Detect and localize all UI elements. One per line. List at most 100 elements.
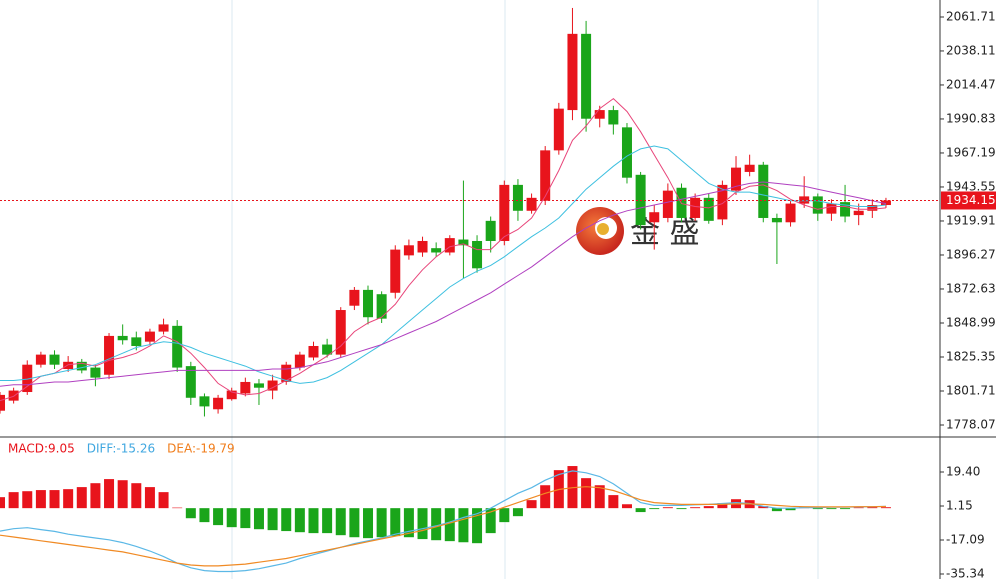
macd-bar xyxy=(649,508,660,510)
macd-bar xyxy=(22,491,33,509)
macd-bar xyxy=(717,503,728,509)
macd-bar xyxy=(826,508,837,510)
candle-body xyxy=(35,354,46,365)
macd-bar xyxy=(281,508,292,532)
candle-body xyxy=(867,205,878,211)
candle-body xyxy=(567,33,578,111)
candle-body xyxy=(376,294,387,319)
macd-readout: MACD:9.05 xyxy=(8,442,75,456)
candle-body xyxy=(771,217,782,223)
macd-bar xyxy=(594,485,605,509)
candle-body xyxy=(117,335,128,341)
macd-bar xyxy=(635,508,646,513)
candle-body xyxy=(444,238,455,253)
macd-bar xyxy=(390,508,401,537)
macd-bar xyxy=(458,508,469,543)
candle-body xyxy=(144,331,155,342)
macd-bar xyxy=(104,479,115,509)
candle-body xyxy=(853,210,864,216)
candle-body xyxy=(581,33,592,119)
candle-body xyxy=(22,364,33,393)
macd-bar xyxy=(376,508,387,538)
candle-body xyxy=(880,200,891,206)
candle-body xyxy=(799,196,810,204)
macd-bar xyxy=(526,500,537,509)
macd-bar xyxy=(144,487,155,509)
y-tick-label: 19.40 xyxy=(946,465,980,479)
y-tick-label: -35.34 xyxy=(946,567,985,579)
candle-body xyxy=(90,367,101,378)
macd-bar xyxy=(485,508,496,534)
candle-body xyxy=(349,289,360,306)
y-tick-label: 2061.71 xyxy=(946,10,996,24)
y-tick-label: 1943.55 xyxy=(946,179,996,193)
macd-bar xyxy=(253,508,264,530)
macd-bar xyxy=(322,508,333,534)
macd-bar xyxy=(608,495,619,509)
y-tick-label: 1990.83 xyxy=(946,111,996,125)
macd-bar xyxy=(185,508,196,519)
line xyxy=(0,486,887,567)
candle-body xyxy=(267,380,278,391)
candle-body xyxy=(717,184,728,220)
macd-bar xyxy=(853,507,864,509)
candle-body xyxy=(63,361,74,370)
candle-body xyxy=(499,184,510,241)
candle-body xyxy=(49,354,60,365)
y-tick-label: 1848.99 xyxy=(946,315,996,329)
macd-bar xyxy=(35,490,46,509)
macd-readout: DIFF:-15.26 xyxy=(87,442,155,456)
macd-bar xyxy=(63,489,74,509)
macd-bar xyxy=(213,508,224,526)
macd-bar xyxy=(771,508,782,512)
y-tick-label: 1919.91 xyxy=(946,213,996,227)
candle-body xyxy=(553,108,564,151)
candle-body xyxy=(185,366,196,398)
current-price-label: 1934.15 xyxy=(946,193,996,207)
candle-body xyxy=(690,197,701,218)
macd-bar xyxy=(812,508,823,510)
candle-body xyxy=(0,394,5,411)
candle-body xyxy=(649,212,660,223)
y-tick-label: 1825.35 xyxy=(946,349,996,363)
macd-bar xyxy=(417,508,428,540)
macd-bar xyxy=(431,508,442,541)
y-tick-label: 1967.19 xyxy=(946,145,996,159)
macd-bar xyxy=(308,508,319,534)
candle-body xyxy=(812,196,823,214)
macd-bar xyxy=(267,508,278,531)
macd-bar xyxy=(294,508,305,533)
macd-bar xyxy=(363,508,374,539)
candle-body xyxy=(662,190,673,218)
candle-body xyxy=(322,344,333,355)
macd-bar xyxy=(444,508,455,542)
candle-body xyxy=(8,390,19,401)
macd-bar xyxy=(703,506,714,509)
candle-body xyxy=(826,203,837,214)
y-tick-label: 2014.47 xyxy=(946,77,996,91)
macd-bar xyxy=(785,508,796,511)
y-tick-label: 1801.71 xyxy=(946,383,996,397)
macd-bar xyxy=(0,497,5,509)
macd-bar xyxy=(90,483,101,509)
y-tick-label: 1.15 xyxy=(946,499,973,513)
candle-body xyxy=(240,381,251,394)
line xyxy=(0,181,887,387)
candle-body xyxy=(431,248,442,253)
candle-body xyxy=(472,240,483,269)
macd-bar xyxy=(226,508,237,528)
macd-bar xyxy=(540,485,551,509)
candle-body xyxy=(403,245,414,256)
candle-body xyxy=(281,364,292,382)
candle-body xyxy=(158,324,169,332)
candle-body xyxy=(294,354,305,368)
candle-body xyxy=(594,110,605,119)
candle-body xyxy=(104,335,115,375)
y-tick-label: 2038.11 xyxy=(946,43,996,57)
macd-bar xyxy=(172,507,183,509)
macd-bar xyxy=(690,507,701,509)
macd-bar xyxy=(240,508,251,529)
macd-bar xyxy=(621,504,632,509)
macd-bar xyxy=(758,506,769,509)
